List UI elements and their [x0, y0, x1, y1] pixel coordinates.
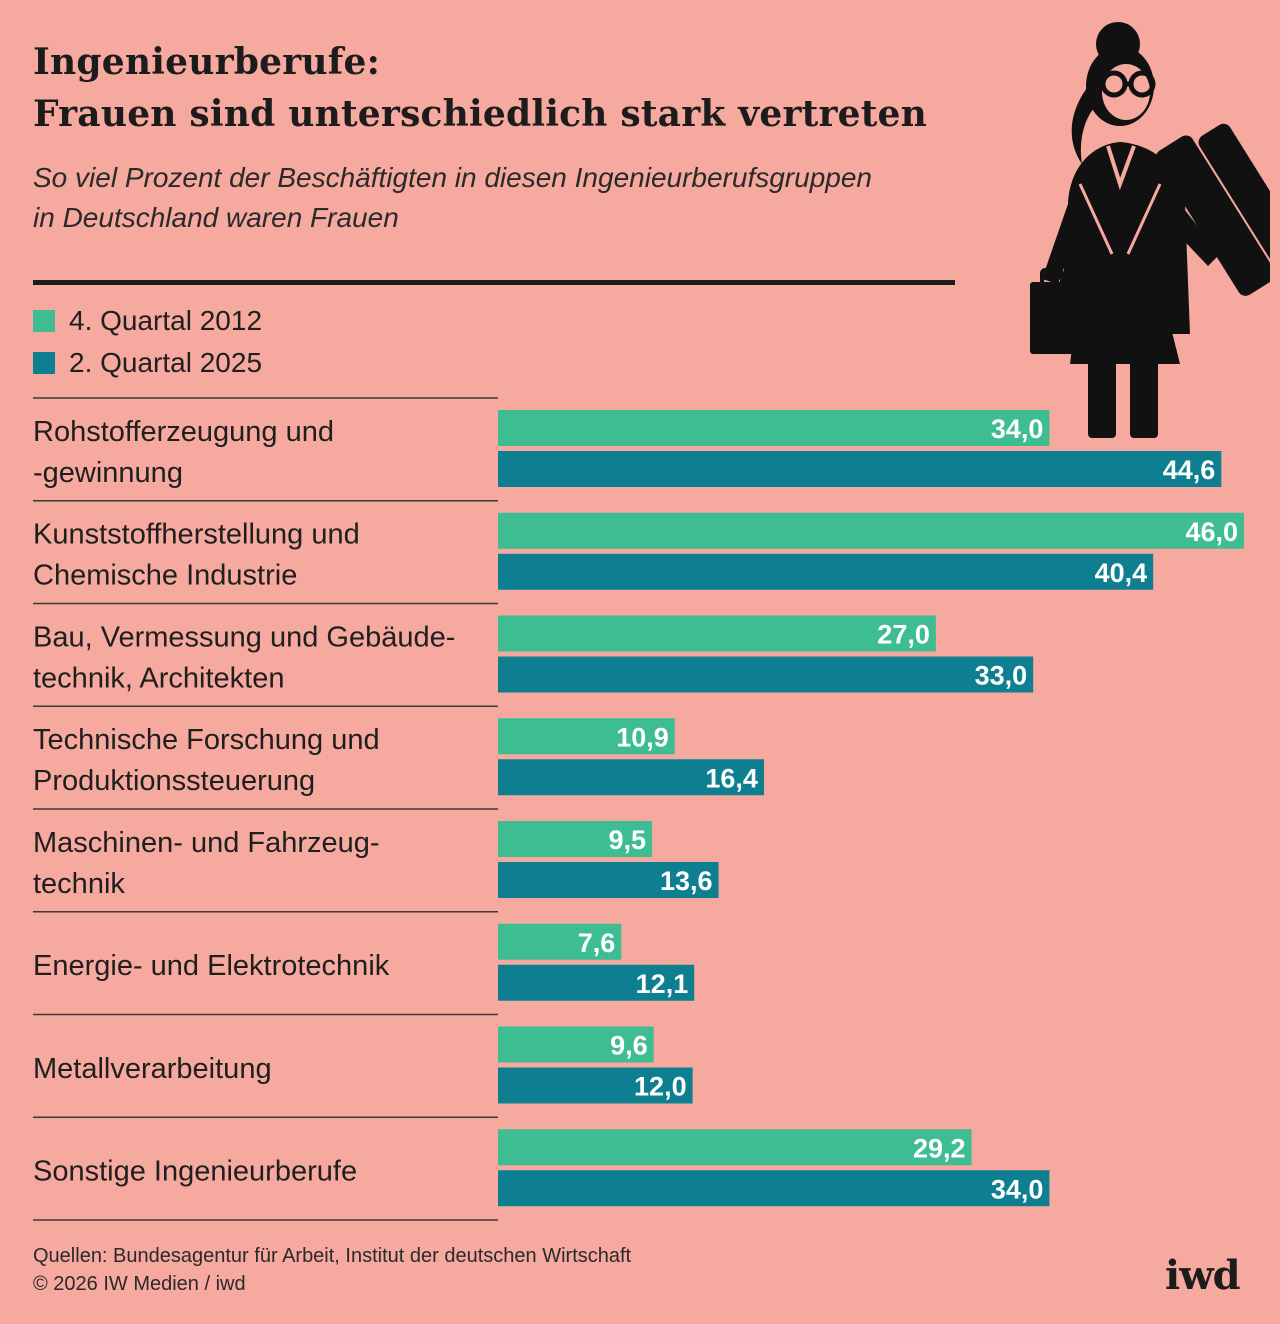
value-label: 34,0 [991, 1174, 1044, 1204]
legend-label-2012: 4. Quartal 2012 [69, 305, 263, 336]
value-label: 34,0 [991, 414, 1044, 444]
value-label: 29,2 [913, 1133, 966, 1163]
value-label: 40,4 [1095, 558, 1148, 588]
value-label: 27,0 [877, 620, 930, 650]
value-label: 16,4 [705, 763, 758, 793]
bar [498, 553, 1154, 590]
bar [498, 862, 719, 898]
category-label: Bau, Vermessung und Gebäude- [33, 621, 455, 653]
legend-item-2012: 4. Quartal 2012 [33, 300, 262, 342]
value-label: 46,0 [1185, 517, 1238, 547]
bar [498, 821, 653, 857]
iwd-logo: iwd [1165, 1252, 1241, 1299]
bar [498, 615, 936, 652]
value-label: 7,6 [578, 928, 616, 958]
bar [498, 759, 764, 796]
bar [498, 1067, 693, 1104]
bar [498, 1170, 1050, 1207]
value-label: 13,6 [660, 866, 713, 896]
chart-subtitle-line-1: So viel Prozent der Beschäftigten in die… [33, 162, 872, 193]
bar [498, 656, 1034, 693]
bar [498, 718, 675, 755]
source-line: Quellen: Bundesagentur für Arbeit, Insti… [33, 1245, 632, 1267]
bar [498, 923, 622, 960]
chart-subtitle: So viel Prozent der Beschäftigten in die… [33, 158, 872, 238]
bar [498, 451, 1222, 487]
value-label: 12,0 [634, 1072, 687, 1102]
category-label: Energie- und Elektrotechnik [33, 950, 390, 982]
category-label: Maschinen- und Fahrzeug- [33, 827, 380, 859]
businesswoman-icon [1030, 22, 1270, 438]
source-note: Quellen: Bundesagentur für Arbeit, Insti… [33, 1242, 631, 1298]
legend: 4. Quartal 2012 2. Quartal 2025 [33, 300, 262, 384]
category-label: technik [33, 868, 125, 900]
category-label: Technische Forschung und [33, 724, 380, 756]
bar [498, 410, 1050, 446]
bar [498, 964, 695, 1001]
chart-subtitle-line-2: in Deutschland waren Frauen [33, 202, 399, 233]
category-label: Chemische Industrie [33, 560, 297, 592]
value-label: 12,1 [636, 969, 689, 999]
category-label: Produktionssteuerung [33, 765, 315, 797]
category-label: Metallverarbeitung [33, 1053, 272, 1085]
value-label: 33,0 [975, 661, 1028, 691]
chart-title-line-2: Frauen sind unterschiedlich stark vertre… [33, 93, 928, 135]
value-label: 9,6 [610, 1031, 648, 1061]
category-label: technik, Architekten [33, 662, 284, 694]
value-label: 9,5 [609, 825, 647, 855]
category-label: -gewinnung [33, 457, 183, 489]
chart-title: Ingenieurberufe: Frauen sind unterschied… [33, 36, 927, 140]
category-label: Rohstofferzeugung und [33, 416, 334, 448]
chart-title-line-1: Ingenieurberufe: [33, 41, 381, 83]
legend-item-2025: 2. Quartal 2025 [33, 342, 262, 384]
bar [498, 1129, 972, 1166]
copyright-line: © 2026 IW Medien / iwd [33, 1273, 246, 1295]
legend-swatch-2025 [33, 352, 55, 374]
bar [498, 512, 1244, 549]
value-label: 10,9 [616, 722, 669, 752]
title-divider [33, 280, 955, 285]
category-label: Kunststoffherstellung und [33, 519, 360, 551]
legend-swatch-2012 [33, 310, 55, 332]
category-label: Sonstige Ingenieurberufe [33, 1156, 357, 1188]
value-label: 44,6 [1163, 455, 1216, 485]
legend-label-2025: 2. Quartal 2025 [69, 347, 263, 378]
bar [498, 1026, 654, 1063]
